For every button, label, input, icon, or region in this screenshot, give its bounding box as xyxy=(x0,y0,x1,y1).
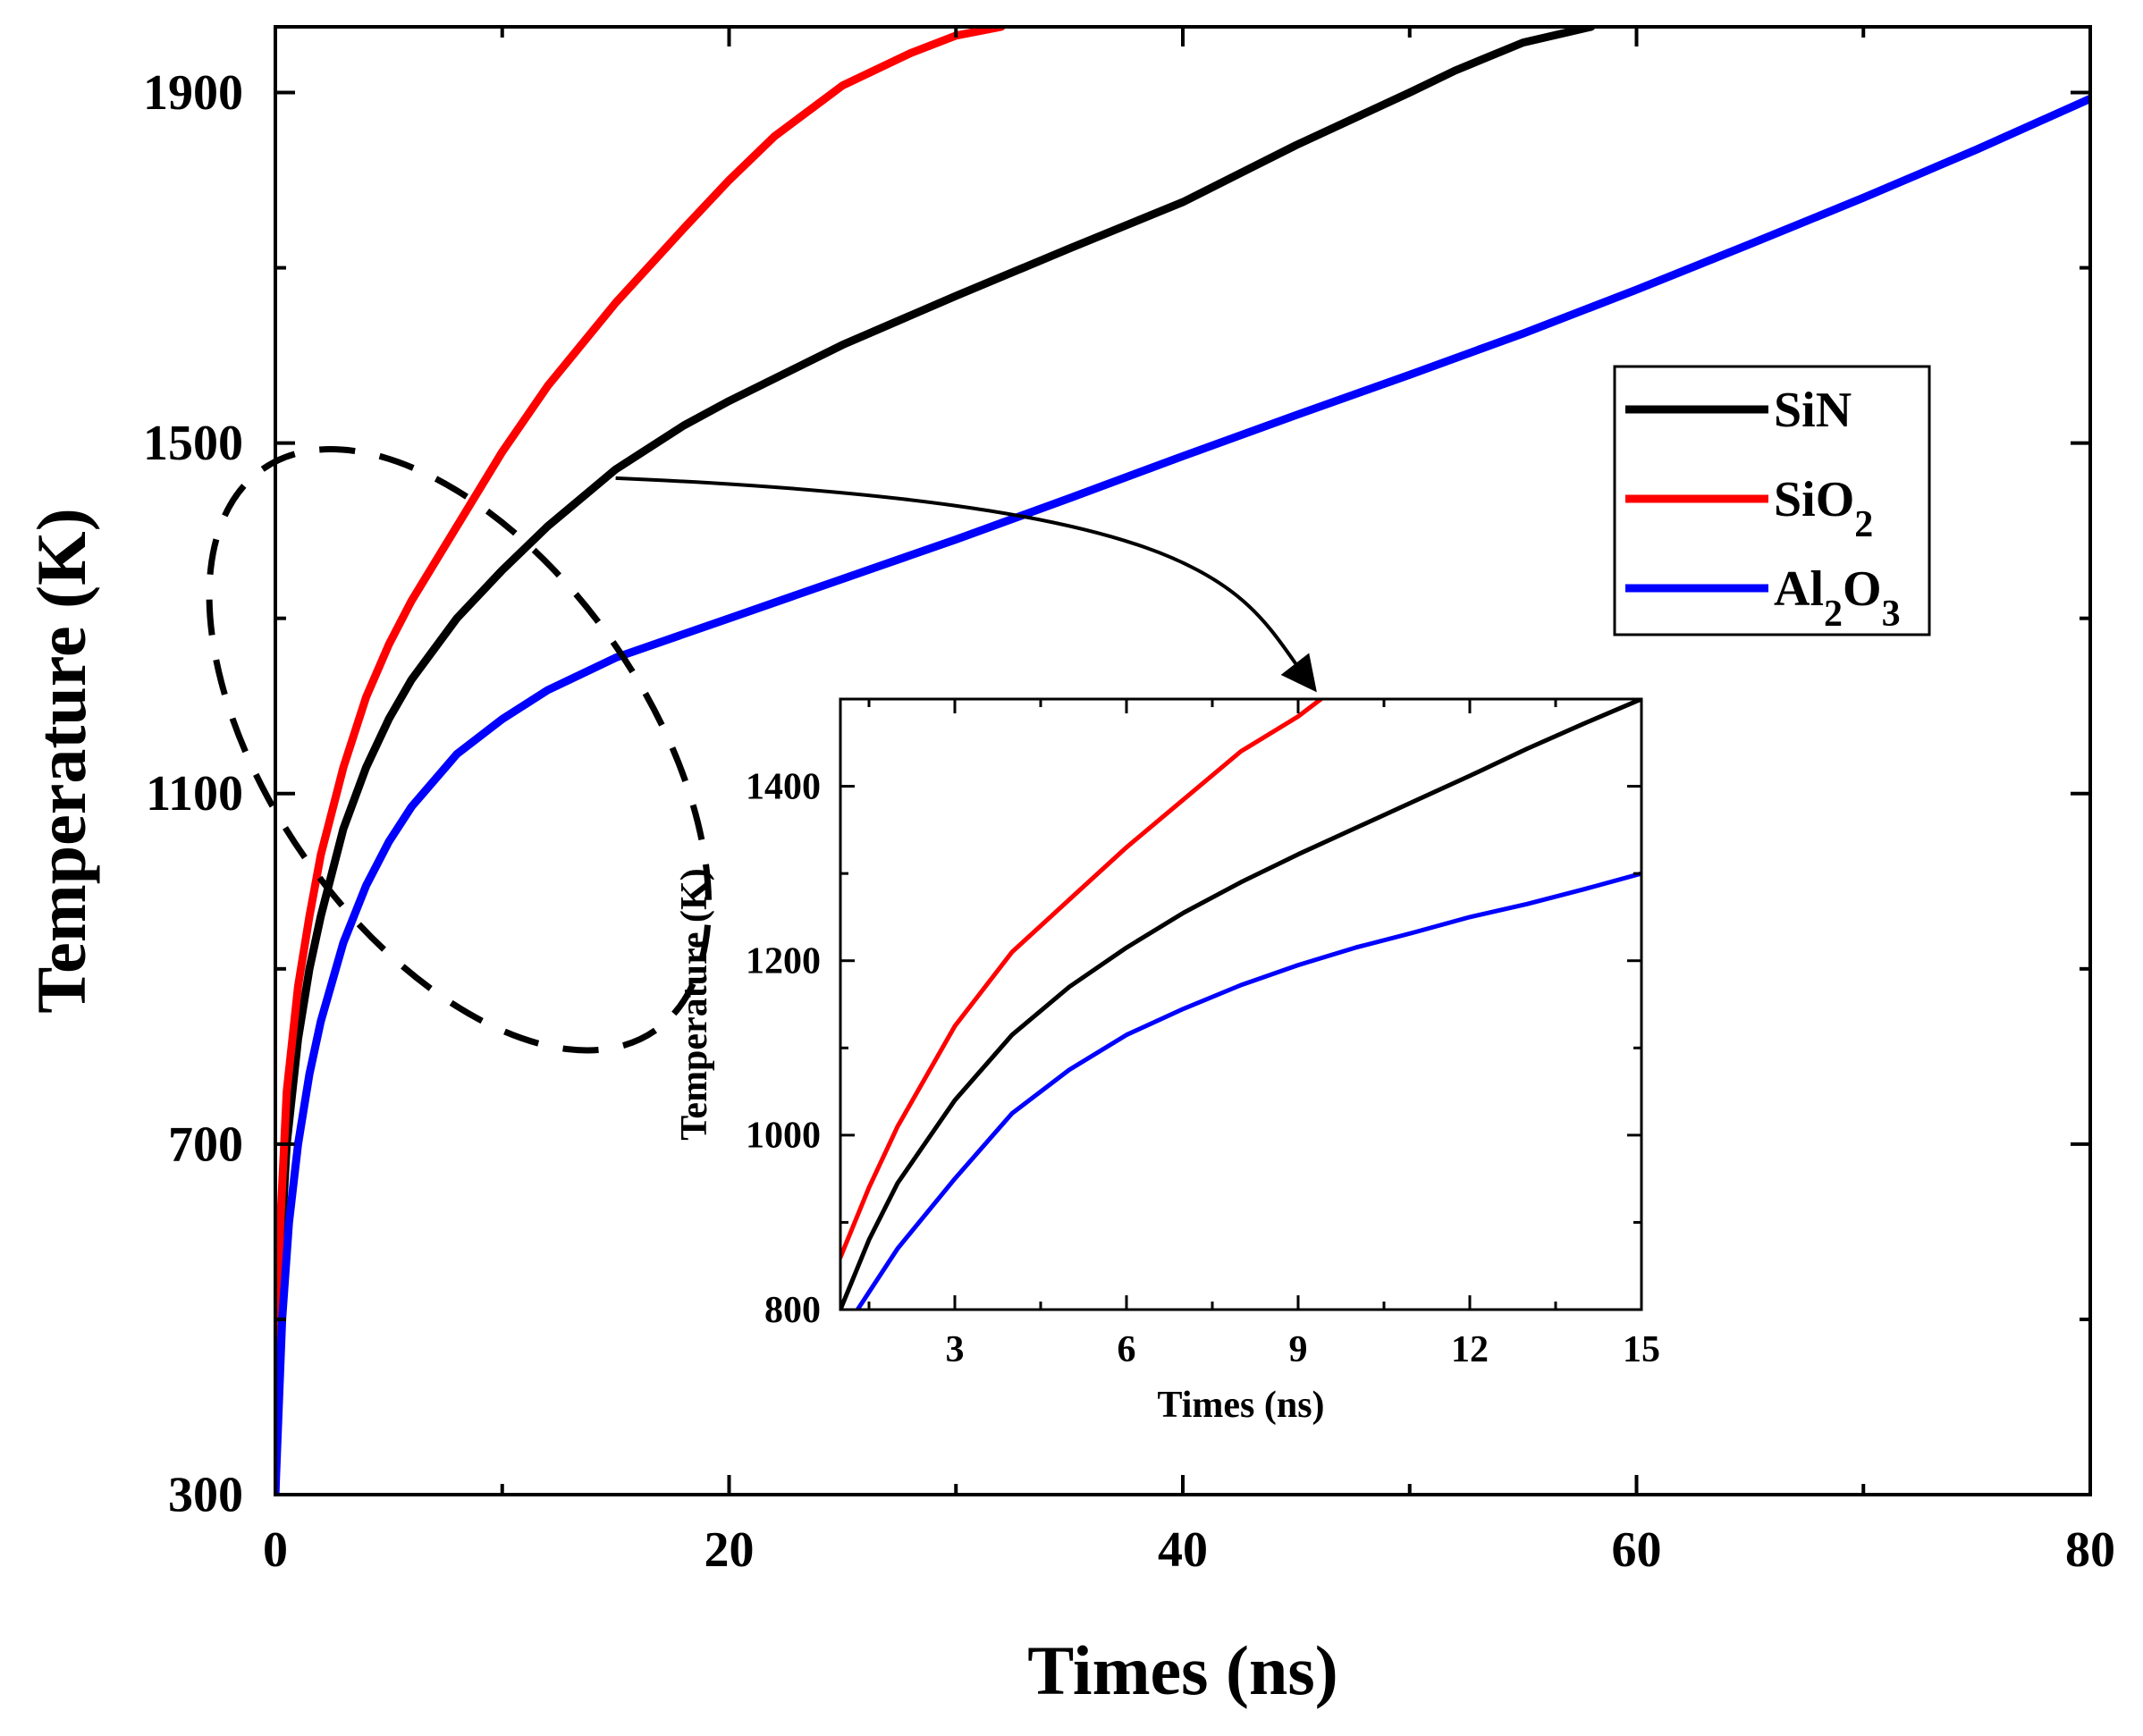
inset-x-tick-label: 6 xyxy=(1118,1329,1136,1370)
main-x-axis-title: Times (ns) xyxy=(1027,1631,1337,1709)
legend-label-sio2: SiO2 xyxy=(1774,472,1873,545)
inset-x-axis-title: Times (ns) xyxy=(1157,1385,1324,1426)
inset-y-tick-label: 1000 xyxy=(746,1116,821,1157)
inset-x-tick-label: 12 xyxy=(1451,1329,1489,1370)
main-series-al2o3 xyxy=(275,94,2090,1495)
main-x-tick-label: 20 xyxy=(704,1522,755,1578)
main-y-tick-label: 1500 xyxy=(143,416,243,471)
zoom-annotation xyxy=(206,446,1317,1054)
main-y-tick-label: 300 xyxy=(168,1467,243,1522)
main-series-sin xyxy=(275,27,1596,1495)
inset-series-al2o3 xyxy=(855,871,1641,1310)
inset-plot: 3 6 9 12 15 800 1000 1200 1400 Times (ns) Temperat… xyxy=(674,697,1660,1426)
main-y-tick-label: 700 xyxy=(168,1117,243,1172)
inset-frame xyxy=(839,697,1643,1311)
legend-label-sin: SiN xyxy=(1774,383,1852,438)
main-x-tick-label: 0 xyxy=(263,1522,288,1578)
main-series-sio2 xyxy=(275,27,1006,1495)
main-x-tick-label: 80 xyxy=(2065,1522,2115,1578)
main-y-tick-label: 1900 xyxy=(143,65,243,121)
inset-series-sin xyxy=(840,699,1641,1310)
main-x-tick-label: 40 xyxy=(1158,1522,1208,1578)
legend: SiN SiO2 Al2O3 xyxy=(1613,365,1931,636)
legend-label-al2o3: Al2O3 xyxy=(1774,561,1901,635)
inset-plot-area xyxy=(840,699,1641,1310)
main-x-tick-label: 60 xyxy=(1612,1522,1662,1578)
inset-y-tick-label: 1200 xyxy=(746,941,821,982)
inset-series-sio2 xyxy=(840,699,1324,1260)
inset-x-tick-label: 9 xyxy=(1289,1329,1308,1370)
inset-y-tick-label: 800 xyxy=(764,1290,821,1331)
inset-x-tick-label: 3 xyxy=(946,1329,965,1370)
main-y-axis-title: Temperature (K) xyxy=(22,508,100,1013)
zoom-arrow xyxy=(615,476,1317,693)
main-y-tick-label: 1100 xyxy=(146,766,243,822)
inset-y-tick-label: 1400 xyxy=(746,766,821,807)
inset-x-tick-label: 15 xyxy=(1623,1329,1660,1370)
inset-y-axis-title: Temperature (K) xyxy=(674,868,715,1140)
